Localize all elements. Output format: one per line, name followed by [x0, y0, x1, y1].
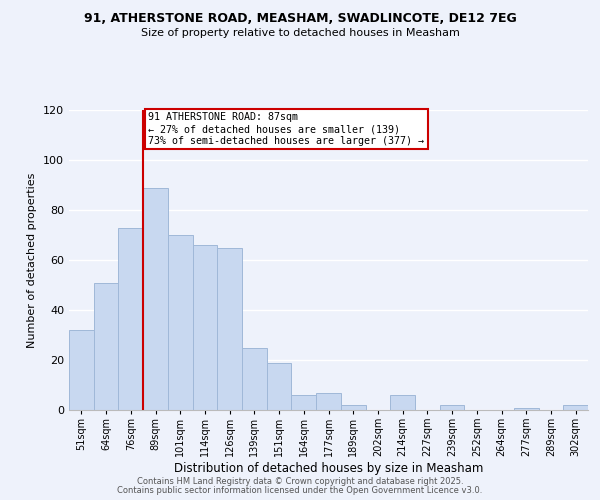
Bar	[341, 405, 365, 410]
Bar	[193, 245, 217, 410]
Text: 91, ATHERSTONE ROAD, MEASHAM, SWADLINCOTE, DE12 7EG: 91, ATHERSTONE ROAD, MEASHAM, SWADLINCOT…	[83, 12, 517, 26]
Bar	[118, 228, 143, 410]
Bar	[390, 395, 415, 410]
Bar	[563, 405, 588, 410]
Bar	[316, 392, 341, 410]
Text: Contains public sector information licensed under the Open Government Licence v3: Contains public sector information licen…	[118, 486, 482, 495]
Text: 91 ATHERSTONE ROAD: 87sqm
← 27% of detached houses are smaller (139)
73% of semi: 91 ATHERSTONE ROAD: 87sqm ← 27% of detac…	[148, 112, 424, 146]
Bar	[168, 235, 193, 410]
Bar	[69, 330, 94, 410]
X-axis label: Distribution of detached houses by size in Measham: Distribution of detached houses by size …	[174, 462, 483, 475]
Bar	[217, 248, 242, 410]
Bar	[143, 188, 168, 410]
Text: Size of property relative to detached houses in Measham: Size of property relative to detached ho…	[140, 28, 460, 38]
Bar	[94, 282, 118, 410]
Y-axis label: Number of detached properties: Number of detached properties	[28, 172, 37, 348]
Bar	[440, 405, 464, 410]
Text: Contains HM Land Registry data © Crown copyright and database right 2025.: Contains HM Land Registry data © Crown c…	[137, 477, 463, 486]
Bar	[514, 408, 539, 410]
Bar	[292, 395, 316, 410]
Bar	[242, 348, 267, 410]
Bar	[267, 362, 292, 410]
